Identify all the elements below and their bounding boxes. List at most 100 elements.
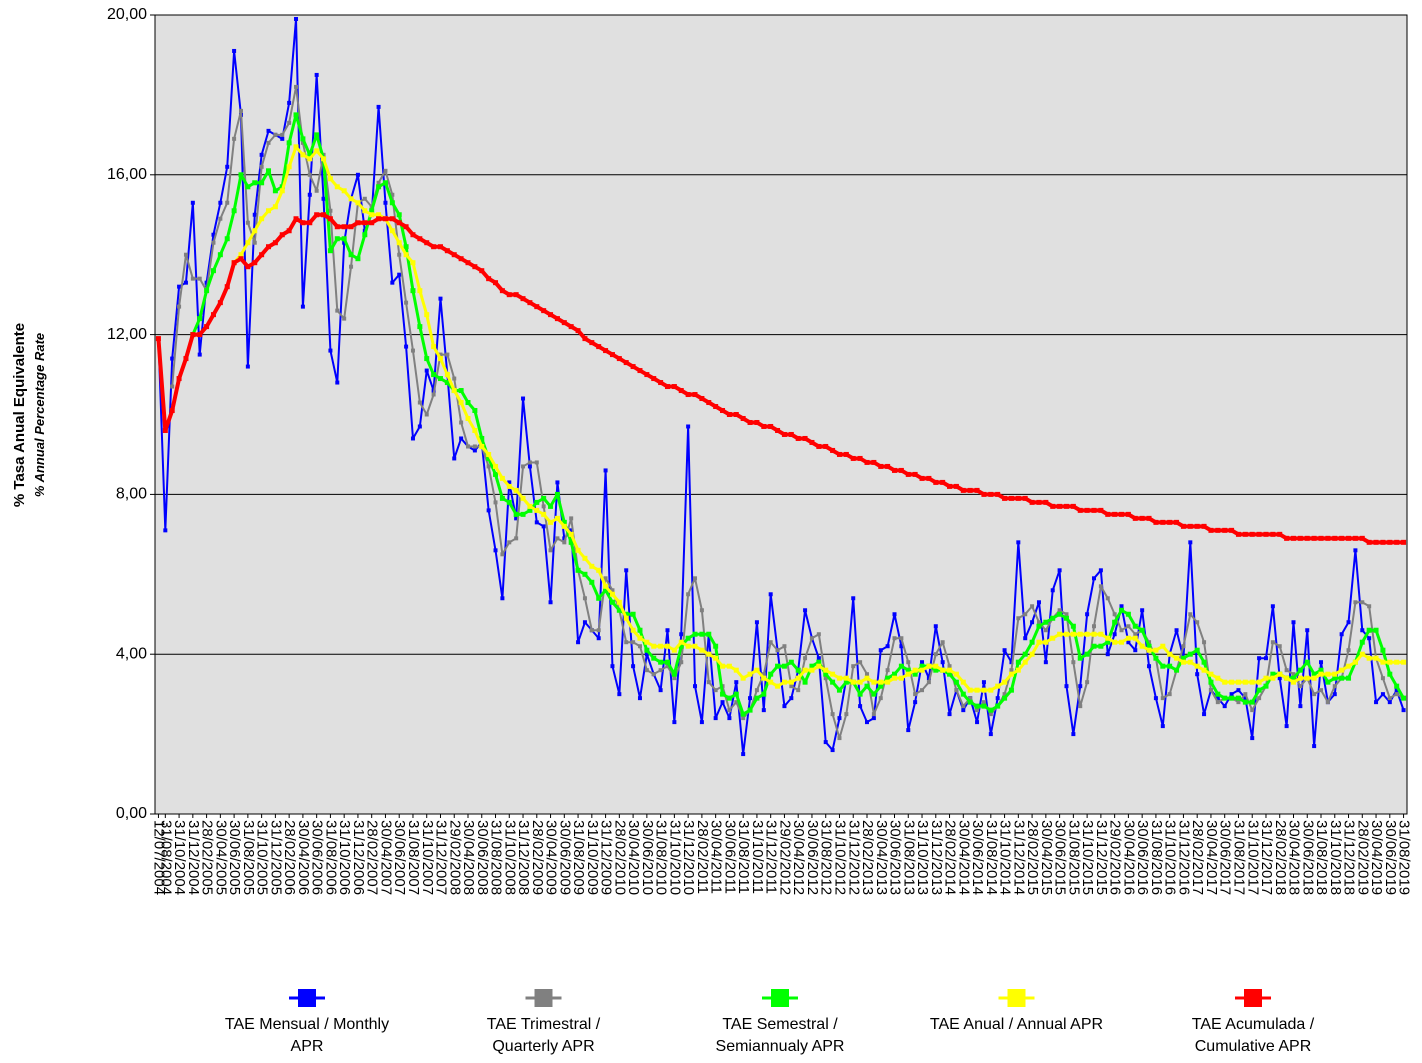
- point: [1160, 696, 1165, 701]
- point: [451, 388, 457, 394]
- point: [403, 224, 409, 230]
- point: [472, 427, 478, 433]
- point: [665, 664, 670, 669]
- point: [1401, 659, 1407, 665]
- point: [651, 643, 657, 649]
- point: [1208, 679, 1214, 685]
- point: [1284, 535, 1290, 541]
- point: [561, 523, 567, 529]
- point: [197, 332, 203, 338]
- x-tick-label: 31/12/2013: [928, 820, 945, 895]
- point: [843, 675, 849, 681]
- point: [596, 636, 601, 641]
- point: [1304, 675, 1310, 681]
- point: [183, 280, 188, 285]
- point: [403, 252, 409, 258]
- y-tick-label: 16,00: [107, 166, 147, 183]
- point: [906, 660, 911, 665]
- point: [417, 236, 423, 242]
- x-tick-label: 28/02/2014: [942, 820, 959, 895]
- point: [362, 208, 368, 214]
- point: [486, 464, 491, 469]
- point: [493, 280, 499, 286]
- point: [1015, 667, 1021, 673]
- point: [382, 216, 388, 222]
- point: [892, 675, 898, 681]
- point: [293, 216, 299, 222]
- point: [830, 671, 836, 677]
- point: [706, 651, 712, 657]
- point: [390, 192, 395, 197]
- point: [1119, 639, 1125, 645]
- point: [1057, 611, 1063, 617]
- point: [342, 316, 347, 321]
- point: [1215, 691, 1221, 697]
- point: [527, 503, 533, 509]
- x-tick-label: 30/06/2005: [226, 820, 243, 895]
- point: [1222, 704, 1227, 709]
- point: [954, 688, 959, 693]
- point: [623, 360, 629, 366]
- point: [1180, 659, 1186, 665]
- point: [1015, 659, 1021, 665]
- point: [459, 436, 464, 441]
- point: [609, 591, 615, 597]
- point: [1153, 647, 1159, 653]
- point: [1325, 700, 1330, 705]
- point: [334, 236, 340, 242]
- x-tick-label: 29/02/2012: [776, 820, 793, 895]
- point: [816, 659, 822, 665]
- x-tick-label: 31/08/2004: [157, 820, 174, 895]
- x-tick-label: 30/04/2007: [377, 820, 394, 895]
- point: [1243, 692, 1248, 697]
- point: [733, 667, 739, 673]
- point: [761, 423, 767, 429]
- point: [500, 596, 505, 601]
- point: [1085, 612, 1090, 617]
- point: [514, 536, 519, 541]
- point: [355, 200, 361, 206]
- x-tick-label: 31/12/2005: [267, 820, 284, 895]
- point: [782, 704, 787, 709]
- point: [981, 703, 987, 709]
- point: [1325, 535, 1331, 541]
- point: [603, 468, 608, 473]
- point: [1215, 527, 1221, 533]
- point: [582, 555, 588, 561]
- point: [1250, 736, 1255, 741]
- point: [293, 144, 299, 150]
- point: [596, 628, 601, 633]
- x-tick-label: 30/06/2015: [1052, 820, 1069, 895]
- point: [452, 376, 457, 381]
- legend-item: [289, 989, 325, 1007]
- point: [1036, 499, 1042, 505]
- point: [747, 671, 753, 677]
- point: [1325, 671, 1331, 677]
- point: [1202, 640, 1207, 645]
- x-tick-label: 31/10/2017: [1244, 820, 1261, 895]
- point: [389, 200, 395, 206]
- point: [651, 376, 657, 382]
- x-tick-label: 31/08/2012: [818, 820, 835, 895]
- point: [1304, 659, 1310, 665]
- point: [410, 288, 416, 294]
- point: [1263, 683, 1269, 689]
- point: [1284, 668, 1289, 673]
- point: [1263, 531, 1269, 537]
- x-tick-label: 30/04/2009: [543, 820, 560, 895]
- point: [568, 539, 574, 545]
- point: [1311, 675, 1317, 681]
- point: [286, 164, 292, 170]
- point: [960, 487, 966, 493]
- point: [878, 683, 884, 689]
- point: [1092, 576, 1096, 581]
- legend-label: TAE Trimestral / Quarterly APR: [486, 1016, 601, 1055]
- legend-marker: [1007, 989, 1026, 1007]
- point: [1002, 648, 1007, 653]
- point: [1291, 672, 1296, 677]
- point: [1297, 535, 1303, 541]
- point: [294, 84, 299, 89]
- point: [437, 376, 443, 382]
- point: [582, 620, 587, 625]
- x-tick-label: 28/02/2010: [611, 820, 628, 895]
